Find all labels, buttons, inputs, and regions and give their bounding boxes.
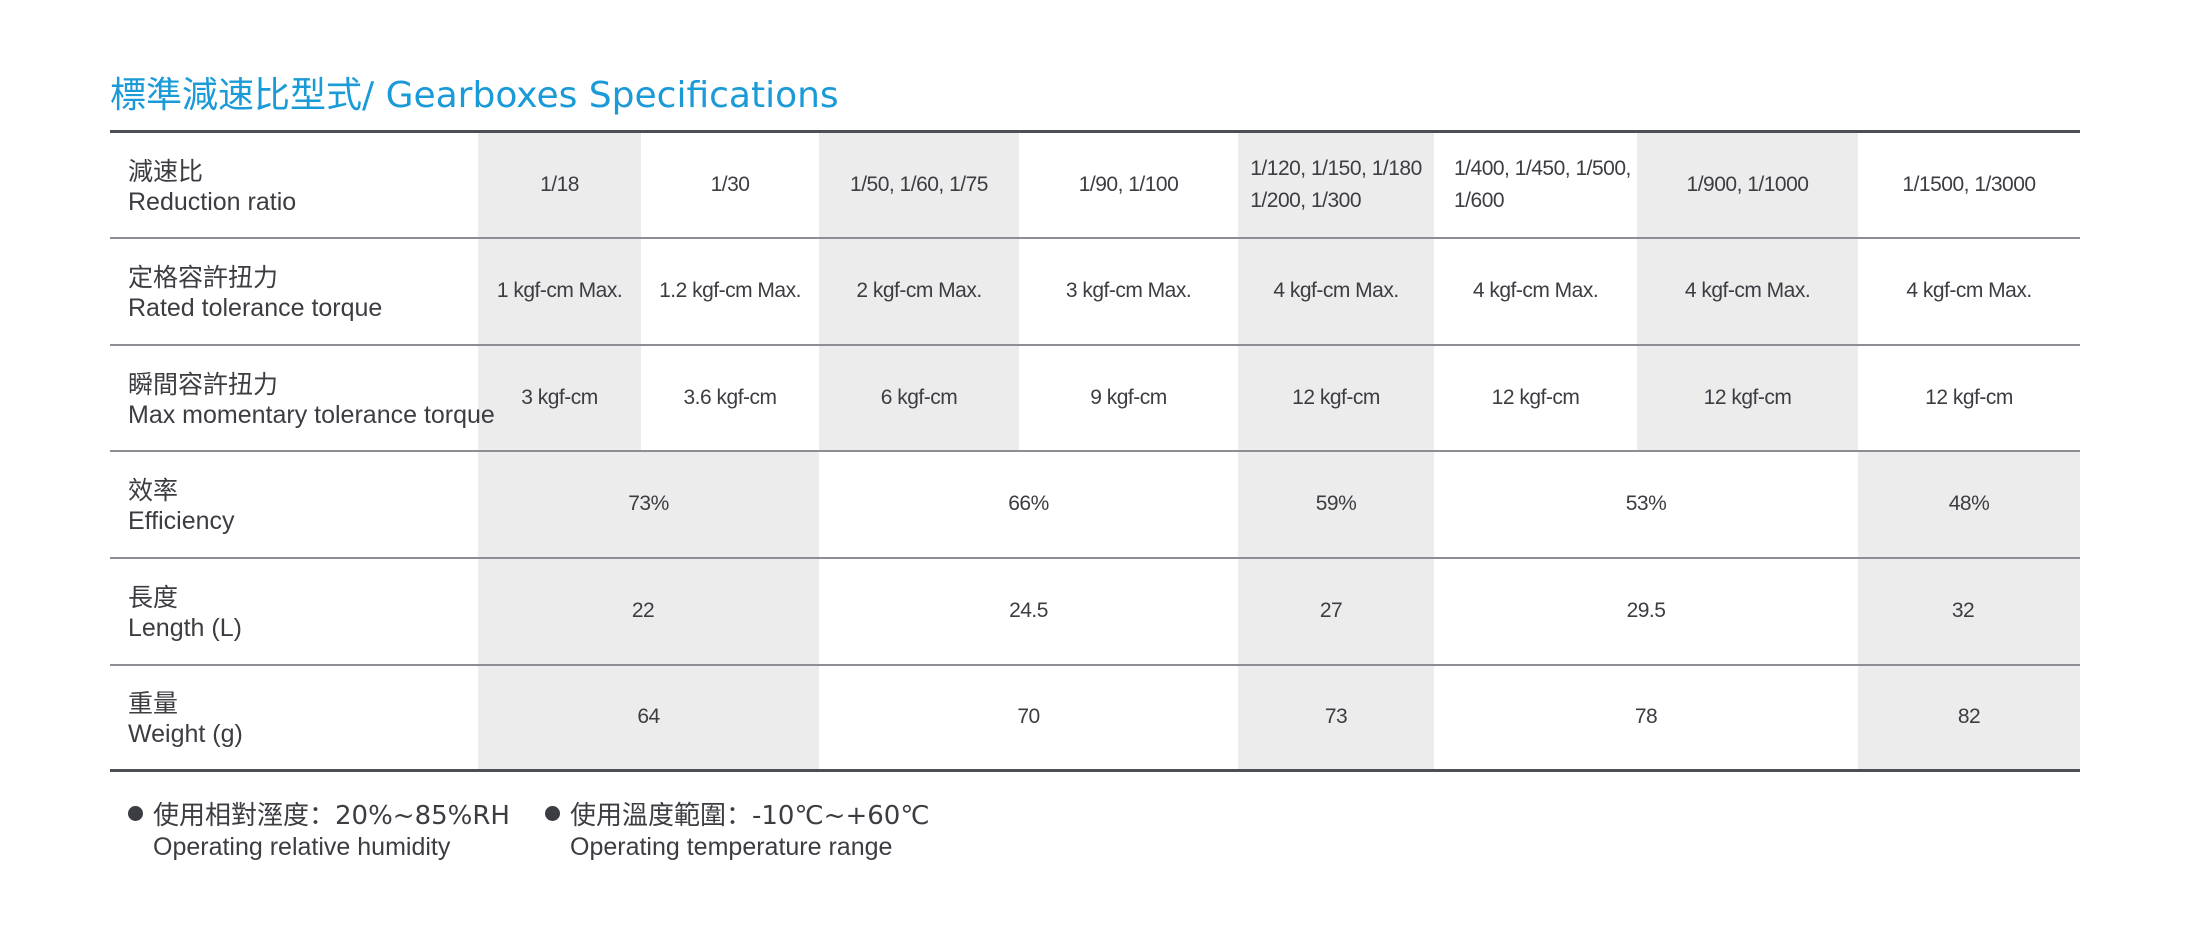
shade-col-7-upper xyxy=(1637,133,1858,451)
table-cell: 3 kgf-cm Max. xyxy=(1065,279,1192,302)
note-en: Operating relative humidity xyxy=(153,833,451,861)
table-cell: 4 kgf-cm Max. xyxy=(1472,279,1599,302)
table-cell: 6 kgf-cm xyxy=(880,385,958,409)
table-cell: 73% xyxy=(628,492,669,515)
row-header-en: Rated tolerance torque xyxy=(128,294,383,322)
table-cell: 24.5 xyxy=(1009,599,1048,622)
page-title: 標準減速比型式/ Gearboxes Specifications xyxy=(110,75,839,116)
table-top-rule xyxy=(110,130,2080,133)
bullet-icon xyxy=(545,806,560,821)
table-cell: 1.2 kgf-cm Max. xyxy=(659,279,801,302)
note-zh: 使用溫度範圍：-10℃~+60℃ xyxy=(570,801,930,831)
shade-col-3-upper xyxy=(819,133,1019,451)
row-header-momentary-torque: 瞬間容許扭力 Max momentary tolerance torque xyxy=(128,370,495,430)
table-cell: 12 kgf-cm xyxy=(1703,385,1792,409)
table-cell: 1/18 xyxy=(540,173,579,196)
table-cell: 9 kgf-cm xyxy=(1090,385,1167,409)
row-header-zh: 效率 xyxy=(128,476,179,505)
table-cell: 12 kgf-cm xyxy=(1925,385,2013,409)
table-cell: 78 xyxy=(1634,705,1658,728)
table-cell: 82 xyxy=(1957,705,1981,728)
table-cell: 1/30 xyxy=(710,173,750,196)
row-divider xyxy=(110,344,2080,346)
row-divider xyxy=(110,450,2080,452)
table-cell: 32 xyxy=(1951,599,1975,622)
bullet-icon xyxy=(128,806,143,821)
row-header-zh: 重量 xyxy=(128,689,179,718)
table-cell: 1/50, 1/60, 1/75 xyxy=(850,173,988,196)
row-divider xyxy=(110,237,2080,239)
shade-col-5-upper xyxy=(1238,133,1434,451)
row-header-length: 長度 Length (L) xyxy=(128,583,242,643)
table-cell: 4 kgf-cm Max. xyxy=(1273,279,1399,302)
row-header-en: Reduction ratio xyxy=(128,188,297,216)
table-cell: 1/90, 1/100 xyxy=(1078,173,1179,196)
shade-group-3-lower xyxy=(1238,451,1434,769)
table-cell: 4 kgf-cm Max. xyxy=(1906,279,2032,302)
row-header-en: Efficiency xyxy=(128,507,235,535)
table-cell: 3.6 kgf-cm xyxy=(683,385,777,409)
table-cell: 73 xyxy=(1324,705,1348,728)
row-divider xyxy=(110,664,2080,666)
table-cell: 53% xyxy=(1625,492,1667,515)
row-header-zh: 定格容許扭力 xyxy=(128,263,279,292)
table-cell: 12 kgf-cm xyxy=(1491,385,1580,409)
table-cell: 12 kgf-cm xyxy=(1292,385,1380,409)
row-header-en: Weight (g) xyxy=(128,720,243,748)
table-cell: 2 kgf-cm Max. xyxy=(856,279,982,302)
table-cell: 29.5 xyxy=(1626,599,1666,622)
shade-group-1-lower xyxy=(478,451,819,769)
row-header-zh: 長度 xyxy=(128,583,179,612)
table-cell: 1/400, 1/450, 1/500, 1/600 xyxy=(1454,157,1631,212)
row-header-reduction-ratio: 減速比 Reduction ratio xyxy=(128,157,296,217)
table-cell: 64 xyxy=(637,705,660,728)
table-bottom-rule xyxy=(110,769,2080,772)
table-cell: 1/120, 1/150, 1/180 1/200, 1/300 xyxy=(1250,157,1422,212)
row-header-rated-torque: 定格容許扭力 Rated tolerance torque xyxy=(128,263,382,323)
note-en: Operating temperature range xyxy=(570,833,893,861)
table-cell: 22 xyxy=(631,599,655,622)
shade-col-1-upper xyxy=(478,133,641,451)
table-cell: 70 xyxy=(1017,705,1040,728)
row-header-zh: 瞬間容許扭力 xyxy=(128,370,279,399)
row-header-en: Length (L) xyxy=(128,614,242,642)
table-cell: 3 kgf-cm xyxy=(521,385,598,409)
table-cell: 66% xyxy=(1008,492,1049,515)
table-cell: 1/1500, 1/3000 xyxy=(1902,173,2036,196)
row-divider xyxy=(110,557,2080,559)
row-header-en: Max momentary tolerance torque xyxy=(128,401,495,429)
table-cell: 27 xyxy=(1319,599,1343,622)
table-cell: 4 kgf-cm Max. xyxy=(1684,279,1811,302)
shade-group-5-lower xyxy=(1858,451,2080,769)
row-header-zh: 減速比 xyxy=(128,157,204,186)
row-header-weight: 重量 Weight (g) xyxy=(128,689,243,749)
table-cell: 59% xyxy=(1315,492,1357,515)
table-cell: 1 kgf-cm Max. xyxy=(496,279,623,302)
table-cell: 1/900, 1/1000 xyxy=(1686,173,1809,196)
row-header-efficiency: 效率 Efficiency xyxy=(128,476,235,536)
note-zh: 使用相對溼度：20%~85%RH xyxy=(153,801,510,831)
table-cell: 48% xyxy=(1948,492,1990,515)
